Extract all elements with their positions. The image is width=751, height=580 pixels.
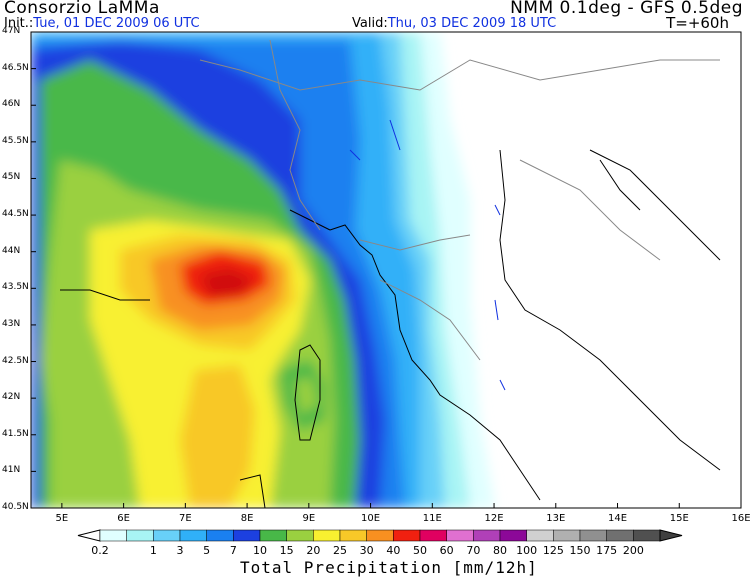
lat-label: 41N (2, 465, 21, 476)
coastlines (60, 149, 721, 508)
colorbar-tick-label: 50 (413, 544, 427, 557)
lon-label: 14E (607, 513, 628, 524)
lakes-rivers (349, 119, 506, 391)
lat-label: 46.5N (2, 62, 29, 73)
lat-label: 43.5N (2, 282, 29, 293)
colorbar-tick-label: 25 (333, 544, 347, 557)
colorbar-swatch (606, 529, 634, 542)
colorbar-swatch (526, 529, 554, 542)
colorbar-swatch (313, 529, 341, 542)
lat-label: 45.5N (2, 135, 29, 146)
colorbar-swatch (366, 529, 394, 542)
lat-label: 40.5N (2, 502, 29, 512)
lat-label: 42N (2, 392, 21, 403)
colorbar-max-arrow (659, 529, 683, 542)
colorbar-swatch (206, 529, 234, 542)
lat-label: 43N (2, 318, 21, 329)
colorbar-swatch (153, 529, 181, 542)
colorbar-tick-label: 40 (386, 544, 401, 557)
borders (199, 39, 720, 361)
colorbar-swatch (499, 529, 527, 542)
lon-label: 5E (55, 513, 69, 524)
lat-tick-marks (31, 31, 36, 509)
lat-label: 46N (2, 99, 21, 110)
colorbar-min-arrow (77, 529, 101, 542)
colorbar-tick-label: 1 (149, 544, 157, 557)
colorbar-tick-label: 0.2 (91, 544, 109, 557)
colorbar-swatch (446, 529, 474, 542)
colorbar-tick-label: 80 (493, 544, 507, 557)
colorbar (77, 529, 683, 542)
colorbar-title: Total Precipitation [mm/12h] (240, 558, 538, 577)
lat-label: 45N (2, 172, 21, 183)
colorbar-tick-label: 3 (176, 544, 184, 557)
colorbar-swatch (126, 529, 154, 542)
lon-label: 12E (484, 513, 504, 524)
colorbar-tick-label: 7 (229, 544, 237, 557)
init-time: Init.:Tue, 01 DEC 2009 06 UTC (4, 16, 200, 31)
init-label: Init.: (4, 16, 34, 31)
model-title: NMM 0.1deg - GFS 0.5deg (510, 0, 743, 18)
lon-label: 9E (302, 513, 316, 524)
colorbar-tick-label: 10 (253, 544, 267, 557)
lon-tick-marks (61, 503, 742, 508)
colorbar-swatch (579, 529, 607, 542)
lon-label: 6E (117, 513, 130, 524)
init-value: Tue, 01 DEC 2009 06 UTC (33, 16, 200, 31)
lat-label: 47N (2, 26, 21, 36)
colorbar-tick-label: 30 (359, 544, 374, 557)
valid-value: Thu, 03 DEC 2009 18 UTC (387, 16, 557, 31)
lon-label: 13E (546, 513, 566, 524)
colorbar-tick-label: 20 (306, 544, 321, 557)
colorbar-swatch (419, 529, 447, 542)
colorbar-tick-label: 5 (203, 544, 211, 557)
colorbar-tick-label: 70 (466, 544, 481, 557)
producer-title: Consorzio LaMMa (4, 0, 160, 18)
colorbar-swatch (233, 529, 261, 542)
colorbar-swatch (339, 529, 367, 542)
colorbar-tick-label: 60 (439, 544, 454, 557)
colorbar-tick-label: 125 (542, 544, 564, 557)
colorbar-swatch (259, 529, 287, 542)
forecast-step: T=+60h (666, 14, 729, 32)
lon-label: 11E (422, 513, 442, 524)
colorbar-tick-label: 100 (516, 544, 538, 557)
colorbar-tick-label: 200 (622, 544, 644, 557)
colorbar-swatch (99, 529, 127, 542)
lat-label: 44N (2, 245, 21, 256)
colorbar-swatch (633, 529, 661, 542)
map-frame (30, 31, 742, 509)
colorbar-swatch (553, 529, 581, 542)
colorbar-swatch (393, 529, 421, 542)
lat-label: 41.5N (2, 428, 29, 439)
lon-label: 7E (179, 513, 192, 524)
colorbar-swatch (473, 529, 501, 542)
lon-label: 16E (731, 513, 751, 524)
colorbar-tick-label: 15 (279, 544, 294, 557)
lat-label: 44.5N (2, 209, 29, 220)
lat-label: 42.5N (2, 355, 29, 366)
lon-label: 10E (361, 513, 381, 524)
lon-label: 8E (240, 513, 254, 524)
colorbar-tick-label: 150 (569, 544, 591, 557)
precipitation-field (31, 32, 741, 508)
lon-label: 15E (669, 513, 689, 524)
valid-time: Valid:Thu, 03 DEC 2009 18 UTC (352, 16, 556, 31)
colorbar-tick-label: 175 (596, 544, 618, 557)
colorbar-swatch (179, 529, 207, 542)
colorbar-swatch (286, 529, 314, 542)
valid-label: Valid: (352, 16, 388, 31)
